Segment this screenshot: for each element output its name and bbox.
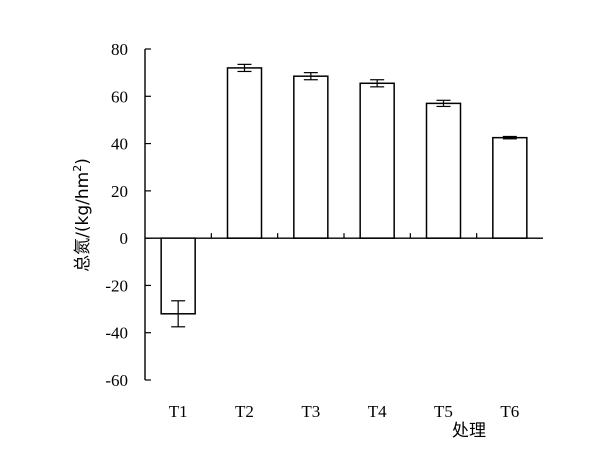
y-tick-labels: 80 60 40 20 0 -20 -40 -60 bbox=[105, 40, 128, 390]
x-tick-label: T1 bbox=[169, 402, 188, 421]
y-tick-label: -40 bbox=[105, 324, 128, 343]
x-tick-label: T2 bbox=[235, 402, 254, 421]
error-bar-T1 bbox=[171, 300, 186, 328]
y-tick-label: 60 bbox=[111, 87, 128, 106]
x-tick-label: T3 bbox=[301, 402, 320, 421]
y-tick-label: 20 bbox=[111, 182, 128, 201]
y-tick-label: 0 bbox=[120, 229, 129, 248]
bar-T2 bbox=[226, 67, 263, 239]
error-bar-T6 bbox=[502, 135, 517, 140]
y-axis-title: 总氮/(kg/hm2) bbox=[71, 158, 93, 272]
bar-T6 bbox=[492, 136, 528, 239]
error-bar-T5 bbox=[436, 99, 451, 108]
bar-T3 bbox=[293, 75, 329, 239]
y-tick-label: 80 bbox=[111, 40, 128, 59]
x-tick-label: T5 bbox=[434, 402, 453, 421]
bar-T5 bbox=[425, 102, 462, 239]
x-axis-title: 处理 bbox=[452, 421, 486, 441]
bars bbox=[160, 67, 528, 315]
x-ticks bbox=[210, 233, 478, 239]
x-tick-label: T4 bbox=[368, 402, 387, 421]
error-bar-T4 bbox=[370, 79, 385, 88]
y-ticks bbox=[145, 48, 151, 381]
axes bbox=[144, 49, 543, 380]
bar-T4 bbox=[359, 82, 395, 239]
y-tick-label: 40 bbox=[111, 135, 128, 154]
error-bar-T3 bbox=[303, 72, 318, 81]
y-tick-label: -20 bbox=[105, 276, 128, 295]
x-tick-labels: T1 T2 T3 T4 T5 T6 bbox=[169, 402, 520, 421]
error-bar-T2 bbox=[237, 63, 252, 73]
y-tick-label: -60 bbox=[105, 371, 128, 390]
error-bars bbox=[171, 63, 517, 328]
x-tick-label: T6 bbox=[500, 402, 519, 421]
